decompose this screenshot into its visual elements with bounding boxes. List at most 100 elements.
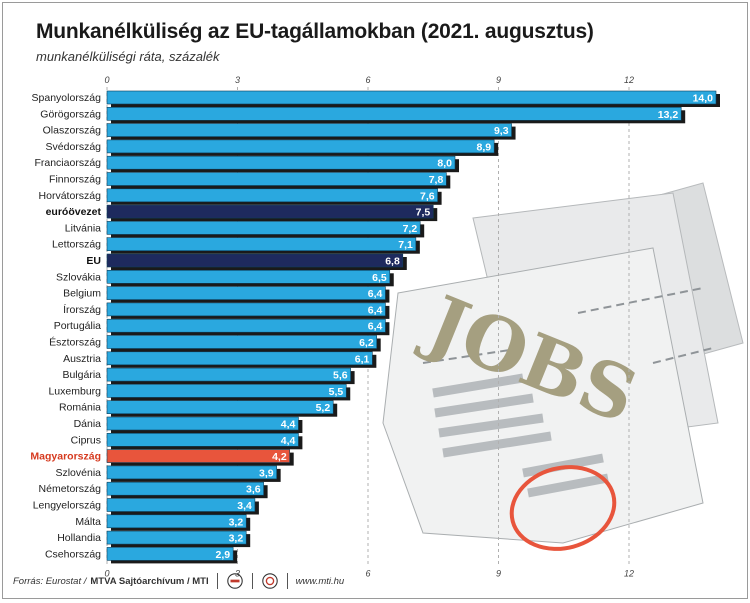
- value-label: 2,9: [216, 549, 231, 561]
- divider: [251, 573, 253, 589]
- value-label: 8,9: [477, 141, 492, 153]
- bar: [106, 90, 717, 105]
- category-label: Belgium: [63, 288, 101, 300]
- bar: [106, 514, 247, 529]
- x-tick-label-top: 3: [235, 75, 240, 85]
- category-label: Svédország: [46, 141, 102, 153]
- value-label: 7,2: [403, 223, 418, 235]
- bar: [106, 416, 299, 431]
- category-label: Lengyelország: [33, 500, 101, 512]
- category-label: Magyarország: [30, 451, 101, 463]
- x-tick-label-bottom: 12: [624, 569, 634, 579]
- bar: [106, 188, 438, 203]
- category-label: Csehország: [45, 548, 101, 560]
- category-label: Finnország: [49, 174, 101, 186]
- website-link[interactable]: www.mti.hu: [295, 575, 345, 587]
- category-label: Németország: [39, 483, 102, 495]
- category-label: Ausztria: [63, 353, 101, 365]
- value-label: 5,5: [329, 386, 344, 398]
- chart-subtitle: munkanélküliségi ráta, százalék: [36, 49, 220, 64]
- category-label: Görögország: [40, 108, 101, 120]
- bar-chart: JOBS 0 0 3 3 6 6 9 9 12 12 Spanyolország 14,0 Görög…: [30, 75, 744, 579]
- divider: [216, 573, 218, 589]
- category-label: Portugália: [54, 320, 101, 332]
- chart-title: Munkanélküliség az EU-tagállamokban (202…: [36, 20, 594, 43]
- category-label: Észtország: [49, 336, 101, 349]
- bar: [106, 107, 682, 121]
- value-label: 3,4: [237, 500, 252, 512]
- value-label: 6,1: [355, 353, 370, 365]
- mtva-logo-icon: [226, 573, 243, 589]
- bar: [106, 172, 447, 186]
- bar: [106, 547, 234, 561]
- category-label: Szlovákia: [56, 271, 101, 283]
- bar: [106, 465, 277, 480]
- category-label: Hollandia: [57, 532, 101, 544]
- value-label: 3,6: [246, 484, 261, 496]
- category-label: Románia: [59, 402, 101, 414]
- bar: [106, 481, 264, 496]
- mti-logo-icon: [261, 573, 278, 589]
- category-label: Szlovénia: [55, 467, 101, 479]
- bar: [106, 253, 404, 268]
- bar: [106, 384, 347, 398]
- bar: [106, 432, 299, 447]
- category-label: Franciaország: [34, 157, 101, 169]
- x-tick-label-top: 12: [624, 75, 634, 85]
- category-label: Írország: [63, 303, 101, 316]
- value-label: 9,3: [494, 125, 509, 137]
- bar: [106, 221, 421, 235]
- value-label: 4,2: [272, 451, 287, 463]
- value-label: 3,2: [229, 533, 244, 545]
- value-label: 5,2: [316, 402, 331, 414]
- category-label: Luxemburg: [48, 385, 101, 397]
- category-label: Ciprus: [71, 434, 101, 446]
- value-label: 4,4: [281, 419, 296, 431]
- value-label: 6,8: [385, 256, 400, 268]
- value-label: 7,1: [398, 239, 413, 251]
- source-label: Forrás: Eurostat /: [13, 575, 87, 587]
- value-label: 7,6: [420, 190, 435, 202]
- x-tick-label-bottom: 9: [496, 569, 501, 579]
- category-label: EU: [86, 255, 101, 267]
- footer: Forrás: Eurostat / MTVA Sajtóarchívum / …: [13, 570, 737, 592]
- value-label: 6,5: [372, 272, 387, 284]
- bar: [106, 351, 373, 366]
- value-label: 6,2: [359, 337, 374, 349]
- value-label: 13,2: [658, 109, 679, 121]
- value-label: 7,8: [429, 174, 444, 186]
- x-tick-label-top: 6: [365, 75, 370, 85]
- bar: [106, 530, 247, 545]
- bar: [106, 269, 391, 284]
- category-label: Dánia: [74, 418, 102, 430]
- category-label: Horvátország: [39, 190, 102, 202]
- bar: [106, 367, 351, 382]
- value-label: 5,6: [333, 370, 348, 382]
- bar: [106, 204, 434, 219]
- bar: [106, 302, 386, 317]
- bar: [106, 449, 290, 463]
- bar: [106, 286, 386, 300]
- bar: [106, 318, 386, 333]
- bar: [106, 123, 512, 137]
- value-label: 8,0: [437, 158, 452, 170]
- category-label: Litvánia: [65, 222, 101, 234]
- bar: [106, 139, 495, 154]
- bar: [106, 237, 417, 251]
- bar: [106, 335, 378, 349]
- category-label: Olaszország: [43, 125, 102, 137]
- bar: [106, 400, 334, 415]
- category-label: Málta: [75, 516, 101, 528]
- value-label: 3,9: [259, 467, 274, 479]
- newspaper-illustration: JOBS: [382, 182, 744, 551]
- value-label: 6,4: [368, 321, 383, 333]
- category-label: euróövezet: [46, 206, 102, 218]
- value-label: 7,5: [416, 207, 431, 219]
- agency-label: MTVA Sajtóarchívum / MTI: [90, 575, 209, 587]
- value-label: 4,4: [281, 435, 296, 447]
- red-circle-mark: [509, 465, 617, 551]
- value-label: 6,4: [368, 304, 383, 316]
- value-label: 14,0: [693, 93, 714, 105]
- x-tick-label-bottom: 3: [235, 569, 240, 579]
